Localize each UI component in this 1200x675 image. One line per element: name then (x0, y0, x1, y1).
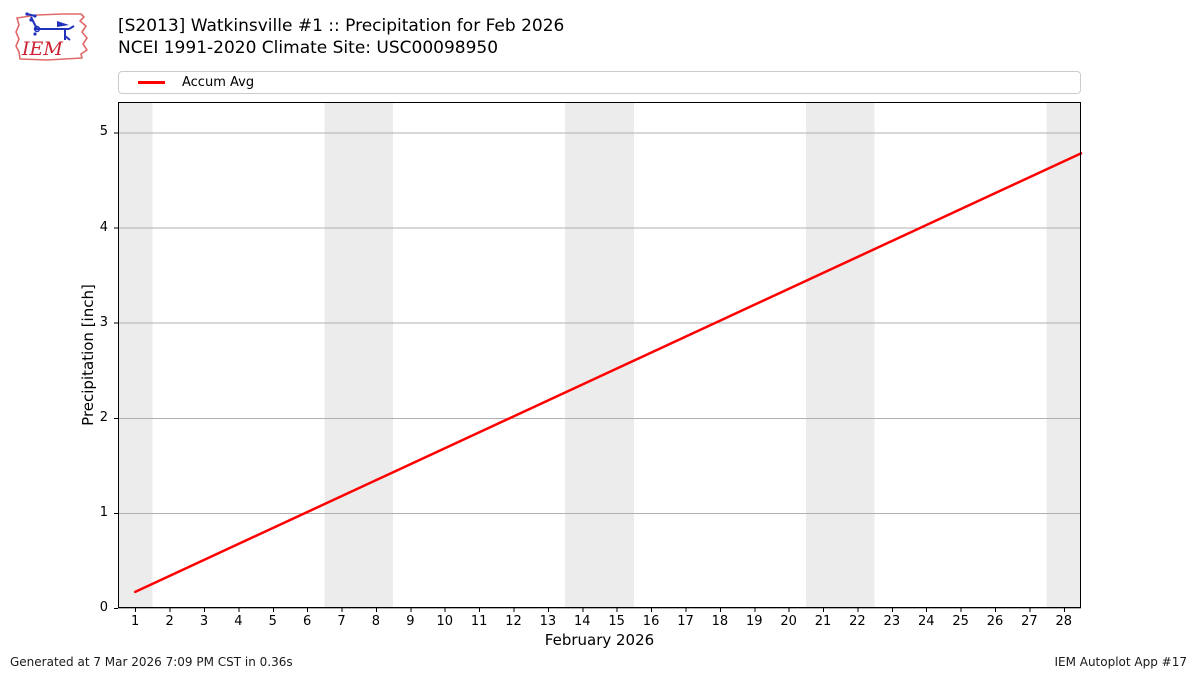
x-tick-label: 14 (574, 614, 591, 629)
x-tick-label: 7 (337, 614, 346, 629)
weather-vane-icon (25, 12, 75, 41)
x-tick-label: 16 (642, 614, 660, 629)
y-tick-label: 0 (99, 600, 108, 615)
x-tick-label: 8 (371, 614, 381, 629)
x-tick-label: 5 (268, 614, 277, 629)
x-tick-label: 11 (470, 614, 488, 629)
x-tick-label: 9 (406, 614, 415, 629)
x-tick-label: 6 (303, 614, 312, 629)
chart-header: [S2013] Watkinsville #1 :: Precipitation… (118, 15, 564, 59)
page-title: [S2013] Watkinsville #1 :: Precipitation… (118, 16, 565, 36)
x-tick-label: 19 (745, 614, 763, 629)
x-tick-label: 13 (539, 614, 557, 629)
page-subtitle: NCEI 1991-2020 Climate Site: USC00098950 (118, 38, 499, 58)
x-tick-label: 27 (1021, 614, 1038, 629)
x-tick-label: 12 (505, 614, 522, 629)
weekend-band (324, 102, 394, 608)
iem-logo: IEM (15, 12, 88, 61)
x-tick-label: 3 (199, 614, 209, 629)
y-tick-label: 3 (99, 314, 108, 330)
x-tick-label: 25 (952, 614, 969, 629)
x-axis-label: February 2026 (544, 631, 655, 649)
y-axis-label: Precipitation [inch] (79, 284, 97, 426)
x-tick-label: 21 (814, 614, 832, 629)
generated-timestamp: Generated at 7 Mar 2026 7:09 PM CST in 0… (10, 655, 293, 669)
x-tick-label: 20 (780, 614, 797, 629)
x-tick-label: 24 (917, 614, 935, 629)
y-tick-label: 1 (99, 504, 108, 520)
y-tick-label: 4 (99, 219, 108, 235)
plot-area (114, 102, 1083, 612)
accum-avg-line (133, 152, 1083, 594)
x-tick-label: 4 (234, 614, 243, 629)
logo-text: IEM (21, 38, 63, 60)
x-tick-label: 28 (1055, 614, 1073, 629)
legend: Accum Avg (118, 71, 1081, 94)
app-credit: IEM Autoplot App #17 (1054, 655, 1187, 669)
weekend-band (118, 102, 153, 608)
x-tick-label: 22 (849, 614, 866, 629)
x-tick-label: 17 (677, 614, 694, 629)
weekend-band (1046, 102, 1081, 608)
x-tick-label: 2 (165, 614, 174, 629)
weekend-band (565, 102, 634, 608)
y-tick-label: 5 (99, 124, 108, 140)
x-tick-label: 15 (608, 614, 625, 629)
y-tick-label: 2 (99, 409, 108, 425)
x-tick-label: 23 (883, 614, 901, 629)
iowa-outline-icon (15, 13, 88, 61)
legend-label: Accum Avg (182, 75, 255, 90)
x-tick-label: 26 (986, 614, 1004, 629)
plot-border (118, 102, 1081, 608)
x-tick-label: 10 (436, 614, 453, 629)
weekend-band (805, 102, 875, 608)
x-tick-label: 1 (131, 614, 140, 629)
x-tick-label: 18 (711, 614, 729, 629)
legend-line-sample (138, 81, 165, 84)
